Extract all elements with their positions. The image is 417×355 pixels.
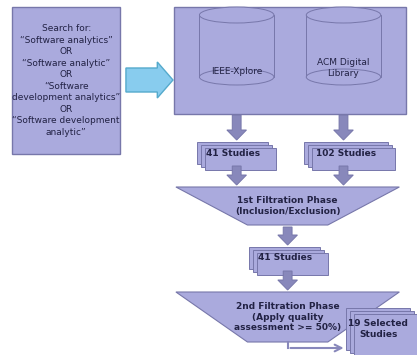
FancyBboxPatch shape — [347, 308, 410, 350]
Polygon shape — [176, 292, 399, 342]
Polygon shape — [278, 271, 297, 290]
FancyBboxPatch shape — [254, 250, 324, 272]
FancyBboxPatch shape — [308, 145, 392, 167]
Polygon shape — [334, 166, 353, 185]
Bar — [306, 15, 381, 77]
FancyArrow shape — [126, 62, 173, 98]
Polygon shape — [227, 115, 246, 140]
FancyBboxPatch shape — [205, 148, 276, 170]
Text: Search for:
“Software analytics”
OR
“Software analytic”
OR
“Software
development: Search for: “Software analytics” OR “Sof… — [12, 24, 120, 137]
Text: 41 Studies: 41 Studies — [258, 253, 312, 262]
FancyBboxPatch shape — [174, 7, 406, 114]
Text: 19 Selected
Studies: 19 Selected Studies — [348, 319, 408, 339]
Text: ACM Digital
Library: ACM Digital Library — [317, 58, 370, 78]
Text: 102 Studies: 102 Studies — [316, 148, 376, 158]
FancyBboxPatch shape — [312, 148, 395, 170]
FancyBboxPatch shape — [198, 142, 268, 164]
Ellipse shape — [199, 69, 274, 85]
FancyBboxPatch shape — [354, 314, 417, 355]
FancyBboxPatch shape — [257, 253, 328, 275]
Text: IEEE-Xplore: IEEE-Xplore — [211, 67, 262, 76]
Bar — [199, 15, 274, 77]
Polygon shape — [227, 166, 246, 185]
FancyBboxPatch shape — [201, 145, 272, 167]
Ellipse shape — [306, 69, 381, 85]
Text: 1st Filtration Phase
(Inclusion/Exclusion): 1st Filtration Phase (Inclusion/Exclusio… — [235, 196, 340, 216]
Polygon shape — [278, 227, 297, 245]
Polygon shape — [176, 187, 399, 225]
Ellipse shape — [306, 7, 381, 23]
FancyBboxPatch shape — [304, 142, 387, 164]
FancyBboxPatch shape — [249, 247, 320, 269]
Text: 2nd Filtration Phase
(Apply quality
assessment >= 50%): 2nd Filtration Phase (Apply quality asse… — [234, 302, 341, 332]
Text: 41 Studies: 41 Studies — [206, 148, 260, 158]
Polygon shape — [334, 115, 353, 140]
Ellipse shape — [199, 7, 274, 23]
FancyBboxPatch shape — [12, 7, 120, 154]
FancyBboxPatch shape — [350, 311, 414, 353]
